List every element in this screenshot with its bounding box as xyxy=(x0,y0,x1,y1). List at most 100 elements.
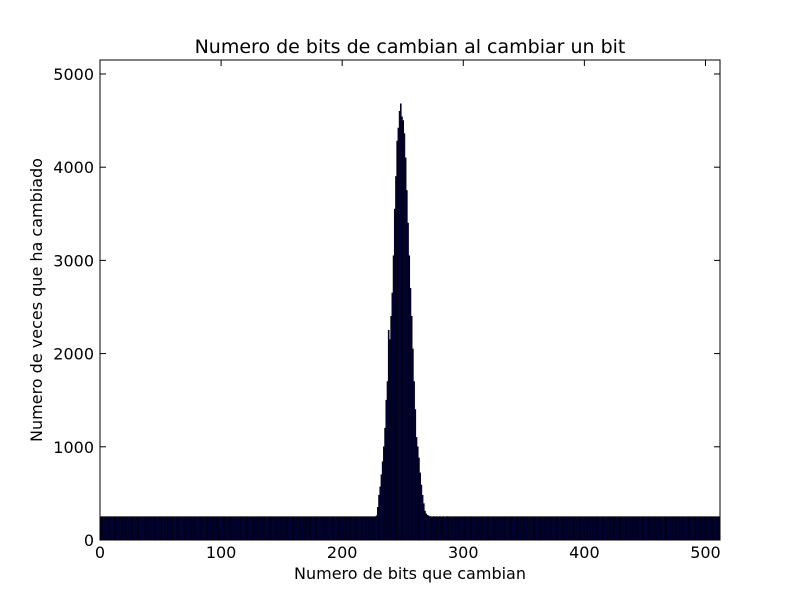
histogram-bar xyxy=(672,516,675,541)
histogram-bar xyxy=(347,516,350,541)
histogram-bar xyxy=(320,516,322,541)
histogram-bar xyxy=(565,516,568,541)
histogram-bar xyxy=(202,516,205,541)
histogram-bar xyxy=(240,516,242,541)
y-tick-label: 5000 xyxy=(53,65,94,84)
histogram-bar xyxy=(477,516,480,541)
histogram-bar xyxy=(182,516,184,541)
histogram-bar xyxy=(125,516,127,541)
histogram-bar xyxy=(534,516,536,541)
histogram-bar xyxy=(528,516,530,541)
histogram-bar xyxy=(510,516,512,541)
histogram-bar xyxy=(201,516,203,541)
histogram-bar xyxy=(427,515,430,541)
histogram-bar xyxy=(615,516,618,541)
histogram-bar xyxy=(547,516,550,541)
histogram-bar xyxy=(387,329,390,541)
histogram-bar xyxy=(245,516,247,541)
histogram-bar xyxy=(571,516,574,541)
histogram-bar xyxy=(505,516,507,541)
histogram-bar xyxy=(397,127,400,541)
histogram-bar xyxy=(525,516,528,541)
histogram-bar xyxy=(360,516,362,541)
histogram-bar xyxy=(617,516,620,541)
histogram-bar xyxy=(184,516,187,541)
histogram-bar xyxy=(483,516,486,541)
histogram-bar xyxy=(627,516,630,541)
histogram-bar xyxy=(109,516,111,541)
histogram-bar xyxy=(710,516,712,541)
histogram-bar xyxy=(349,516,351,541)
histogram-bar xyxy=(374,516,377,541)
histogram-bar xyxy=(132,516,134,541)
histogram-bar xyxy=(433,516,436,541)
histogram-bar xyxy=(555,516,557,541)
histogram-bar xyxy=(630,516,632,541)
histogram-bar xyxy=(487,516,489,541)
histogram-bar xyxy=(502,516,505,541)
histogram-bar xyxy=(456,516,459,541)
histogram-bar xyxy=(338,516,340,541)
histogram-bar xyxy=(657,516,660,541)
histogram-bar xyxy=(137,516,139,541)
histogram-bar xyxy=(167,516,170,541)
histogram-bar xyxy=(306,516,309,541)
histogram-bar xyxy=(297,516,299,541)
histogram-bar xyxy=(310,516,312,541)
histogram-bar xyxy=(343,516,345,541)
histogram-bar xyxy=(714,516,717,541)
histogram-bar xyxy=(396,140,398,541)
histogram-bar xyxy=(668,516,671,541)
histogram-bar xyxy=(123,516,126,541)
histogram-bar xyxy=(450,516,453,541)
histogram-bar xyxy=(131,516,133,541)
histogram-bar xyxy=(366,516,368,541)
histogram-bar xyxy=(114,516,116,541)
histogram-bar xyxy=(271,516,274,541)
histogram-bar xyxy=(120,516,122,541)
histogram-bar xyxy=(488,516,490,541)
histogram-bar xyxy=(683,516,685,541)
histogram-bar xyxy=(172,516,174,541)
histogram-bar xyxy=(257,516,259,541)
histogram-bar xyxy=(303,516,305,541)
histogram-bar xyxy=(119,516,121,541)
histogram-bar xyxy=(265,516,268,541)
histogram-bar xyxy=(593,516,596,541)
histogram-bar xyxy=(700,516,702,541)
histogram-bar xyxy=(711,516,713,541)
histogram-bar xyxy=(513,516,516,541)
histogram-bar xyxy=(587,516,590,541)
histogram-bar xyxy=(292,516,294,541)
histogram-bar xyxy=(134,516,137,541)
histogram-bar xyxy=(470,516,472,541)
histogram-bar xyxy=(235,516,237,541)
histogram-bar xyxy=(259,516,262,541)
histogram-bar xyxy=(717,516,719,541)
histogram-bar xyxy=(266,516,269,541)
histogram-bar xyxy=(458,516,460,541)
histogram-bar xyxy=(663,516,666,541)
histogram-bar xyxy=(353,516,356,541)
histogram-bar xyxy=(507,516,510,541)
histogram-bar xyxy=(421,494,424,541)
histogram-bar xyxy=(375,515,378,541)
histogram-bar xyxy=(478,516,481,541)
histogram-bar xyxy=(230,516,233,541)
histogram-bar xyxy=(616,516,619,541)
histogram-bar xyxy=(597,516,599,541)
histogram-bar xyxy=(379,486,382,541)
histogram-bar xyxy=(607,516,609,541)
histogram-bar xyxy=(438,516,441,541)
histogram-bar xyxy=(231,516,234,541)
histogram-bar xyxy=(252,516,254,541)
histogram-bar xyxy=(110,516,113,541)
histogram-bar xyxy=(580,516,583,541)
histogram-bar xyxy=(180,516,183,541)
histogram-bar xyxy=(602,516,604,541)
histogram-bar xyxy=(369,516,372,541)
histogram-bar xyxy=(345,516,348,541)
histogram-bar xyxy=(206,516,208,541)
histogram-bar xyxy=(161,516,164,541)
histogram-bar xyxy=(430,516,432,541)
